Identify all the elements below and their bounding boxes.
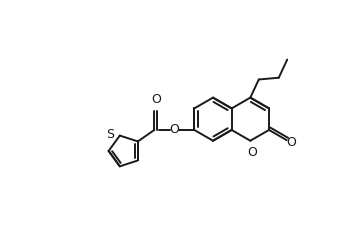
Text: O: O: [247, 146, 257, 159]
Text: O: O: [286, 136, 296, 149]
Text: O: O: [169, 123, 179, 136]
Text: O: O: [151, 93, 161, 106]
Text: S: S: [107, 128, 114, 141]
